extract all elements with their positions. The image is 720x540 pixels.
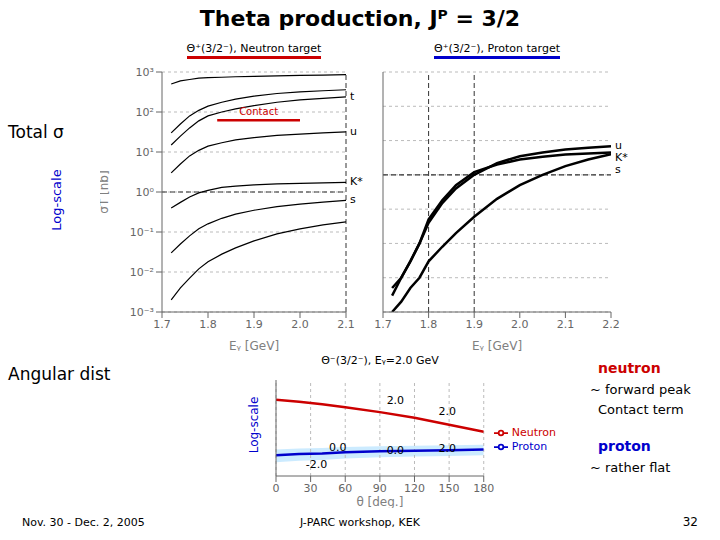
svg-text:0.0: 0.0 [329, 441, 347, 454]
svg-text:2.0: 2.0 [439, 405, 457, 418]
svg-text:0.0: 0.0 [387, 444, 405, 457]
html-text:Angular dist: Angular dist [8, 364, 111, 384]
svg-text:10²: 10² [136, 106, 154, 119]
svg-text:1.7: 1.7 [375, 318, 392, 331]
svg-text:10⁻³: 10⁻³ [130, 306, 154, 319]
svg-text:120: 120 [404, 482, 425, 495]
html-text:neutron: neutron [598, 360, 661, 376]
svg-text:K*: K* [350, 175, 363, 188]
svg-text:t: t [350, 90, 355, 103]
html-text:Contact term: Contact term [598, 402, 684, 417]
svg-text:2.1: 2.1 [337, 318, 355, 331]
svg-text:2.0: 2.0 [511, 318, 529, 331]
html-text:Θ⁺(3/2⁻), Proton target: Θ⁺(3/2⁻), Proton target [434, 42, 560, 55]
svg-text:2.2: 2.2 [602, 318, 620, 331]
html-text:~ rather flat: ~ rather flat [590, 460, 671, 475]
svg-text:10¹: 10¹ [136, 146, 154, 159]
html-text:J-PARC workshop, KEK: J-PARC workshop, KEK [300, 516, 420, 529]
svg-text:θ [deg.]: θ [deg.] [356, 495, 403, 508]
html-text:Total σ: Total σ [8, 122, 64, 142]
svg-text:2.0: 2.0 [291, 318, 309, 331]
svg-text:u: u [350, 125, 357, 138]
html-text:Θ⁺(3/2⁻), Neutron target: Θ⁺(3/2⁻), Neutron target [186, 42, 322, 55]
svg-text:10³: 10³ [136, 66, 154, 79]
svg-text:2.0: 2.0 [387, 394, 405, 407]
svg-text:s: s [615, 163, 621, 176]
svg-text:0: 0 [273, 482, 280, 495]
svg-text:Eᵧ [GeV]: Eᵧ [GeV] [229, 339, 279, 352]
svg-text:1.8: 1.8 [420, 318, 438, 331]
html-text:proton: proton [598, 438, 651, 454]
html-text:Nov. 30 - Dec. 2, 2005: Nov. 30 - Dec. 2, 2005 [22, 516, 145, 529]
svg-text:-2.0: -2.0 [306, 458, 327, 471]
html-text:Log-scale: Log-scale [247, 396, 261, 454]
html-text:Θ⁻(3/2⁻), Eᵧ=2.0 GeV: Θ⁻(3/2⁻), Eᵧ=2.0 GeV [321, 354, 439, 367]
svg-text:u: u [615, 139, 622, 153]
svg-text:1.7: 1.7 [153, 318, 171, 331]
svg-text:10⁰: 10⁰ [136, 186, 155, 199]
svg-text:1.8: 1.8 [199, 318, 217, 331]
html-text:~ forward peak: ~ forward peak [590, 382, 691, 397]
svg-text:2.1: 2.1 [557, 318, 575, 331]
svg-text:σT [nb]: σT [nb] [100, 170, 111, 213]
svg-text:Eᵧ [GeV]: Eᵧ [GeV] [472, 339, 522, 352]
svg-text:s: s [350, 193, 356, 206]
svg-text:10⁻²: 10⁻² [130, 266, 154, 279]
html-text:32: 32 [682, 515, 698, 529]
html-text:Theta production, Jᴾ = 3/2: Theta production, Jᴾ = 3/2 [199, 6, 521, 31]
html-text:Proton: Proton [511, 440, 548, 453]
svg-text:30: 30 [304, 482, 318, 495]
svg-text:1.9: 1.9 [245, 318, 263, 331]
svg-text:180: 180 [473, 482, 494, 495]
svg-text:K*: K* [615, 151, 628, 165]
svg-text:Contact: Contact [239, 106, 278, 117]
svg-text:60: 60 [338, 482, 352, 495]
svg-text:90: 90 [373, 482, 387, 495]
svg-text:10⁻¹: 10⁻¹ [130, 226, 154, 239]
svg-text:2.0: 2.0 [439, 442, 457, 455]
svg-text:1.9: 1.9 [465, 318, 483, 331]
html-text:Log-scale: Log-scale [48, 169, 64, 231]
svg-text:150: 150 [439, 482, 460, 495]
html-text:Neutron: Neutron [511, 426, 556, 439]
